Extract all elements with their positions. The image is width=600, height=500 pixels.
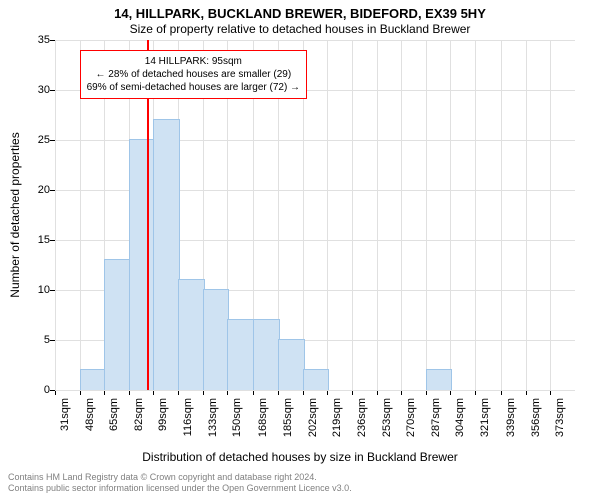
property-callout: 14 HILLPARK: 95sqm← 28% of detached hous… [80, 50, 307, 99]
histogram-bar [227, 319, 254, 390]
x-tick-label: 133sqm [207, 398, 219, 437]
x-tick-label: 31sqm [59, 398, 71, 431]
x-tick-label: 185sqm [282, 398, 294, 437]
x-tick-label: 202sqm [307, 398, 319, 437]
x-tick-label: 99sqm [157, 398, 169, 431]
chart-container: 14, HILLPARK, BUCKLAND BREWER, BIDEFORD,… [0, 0, 600, 500]
gridline-vertical [450, 40, 451, 390]
y-tick-label: 0 [20, 384, 50, 396]
y-tick-label: 20 [20, 184, 50, 196]
x-tick-label: 65sqm [108, 398, 120, 431]
y-tick-label: 5 [20, 334, 50, 346]
x-tick-label: 168sqm [257, 398, 269, 437]
chart-title-address: 14, HILLPARK, BUCKLAND BREWER, BIDEFORD,… [0, 6, 600, 21]
y-tick-label: 10 [20, 284, 50, 296]
chart-subtitle: Size of property relative to detached ho… [0, 22, 600, 36]
callout-line: 69% of semi-detached houses are larger (… [87, 81, 300, 94]
x-tick-label: 253sqm [381, 398, 393, 437]
x-tick-label: 116sqm [182, 398, 194, 436]
gridline-vertical [501, 40, 502, 390]
x-tick-label: 236sqm [356, 398, 368, 437]
histogram-bar [303, 369, 330, 390]
x-tick-label: 373sqm [554, 398, 566, 437]
x-tick-label: 356sqm [530, 398, 542, 437]
histogram-bar [278, 339, 305, 390]
histogram-bar [203, 289, 230, 390]
histogram-bar [104, 259, 131, 390]
footer-line-1: Contains HM Land Registry data © Crown c… [8, 472, 352, 483]
y-tick-label: 30 [20, 84, 50, 96]
histogram-bar [178, 279, 205, 390]
footer-line-2: Contains public sector information licen… [8, 483, 352, 494]
y-tick-label: 35 [20, 34, 50, 46]
x-tick-label: 150sqm [231, 398, 243, 437]
gridline-vertical [327, 40, 328, 390]
gridline-vertical [475, 40, 476, 390]
gridline-horizontal [55, 40, 575, 41]
callout-line: ← 28% of detached houses are smaller (29… [87, 68, 300, 81]
y-axis-label: Number of detached properties [8, 132, 22, 297]
gridline-vertical [377, 40, 378, 390]
histogram-bar [80, 369, 107, 390]
gridline-vertical [401, 40, 402, 390]
histogram-bar [153, 119, 180, 390]
gridline-horizontal [55, 390, 575, 391]
histogram-bar [129, 139, 156, 390]
y-tick-label: 25 [20, 134, 50, 146]
x-tick-label: 304sqm [454, 398, 466, 437]
x-tick-label: 339sqm [505, 398, 517, 437]
y-tick-label: 15 [20, 234, 50, 246]
x-tick-label: 82sqm [133, 398, 145, 431]
callout-line: 14 HILLPARK: 95sqm [87, 55, 300, 68]
x-tick-label: 321sqm [479, 398, 491, 437]
histogram-bar [253, 319, 280, 390]
attribution-footer: Contains HM Land Registry data © Crown c… [8, 472, 352, 495]
gridline-vertical [550, 40, 551, 390]
x-tick-label: 219sqm [331, 398, 343, 437]
x-tick-label: 287sqm [430, 398, 442, 437]
x-axis-label: Distribution of detached houses by size … [0, 450, 600, 464]
gridline-vertical [352, 40, 353, 390]
gridline-vertical [526, 40, 527, 390]
x-tick-label: 270sqm [405, 398, 417, 437]
histogram-bar [426, 369, 453, 390]
x-tick-label: 48sqm [84, 398, 96, 431]
gridline-vertical [426, 40, 427, 390]
plot-area: 0510152025303531sqm48sqm65sqm82sqm99sqm1… [55, 40, 575, 390]
gridline-vertical [55, 40, 56, 390]
